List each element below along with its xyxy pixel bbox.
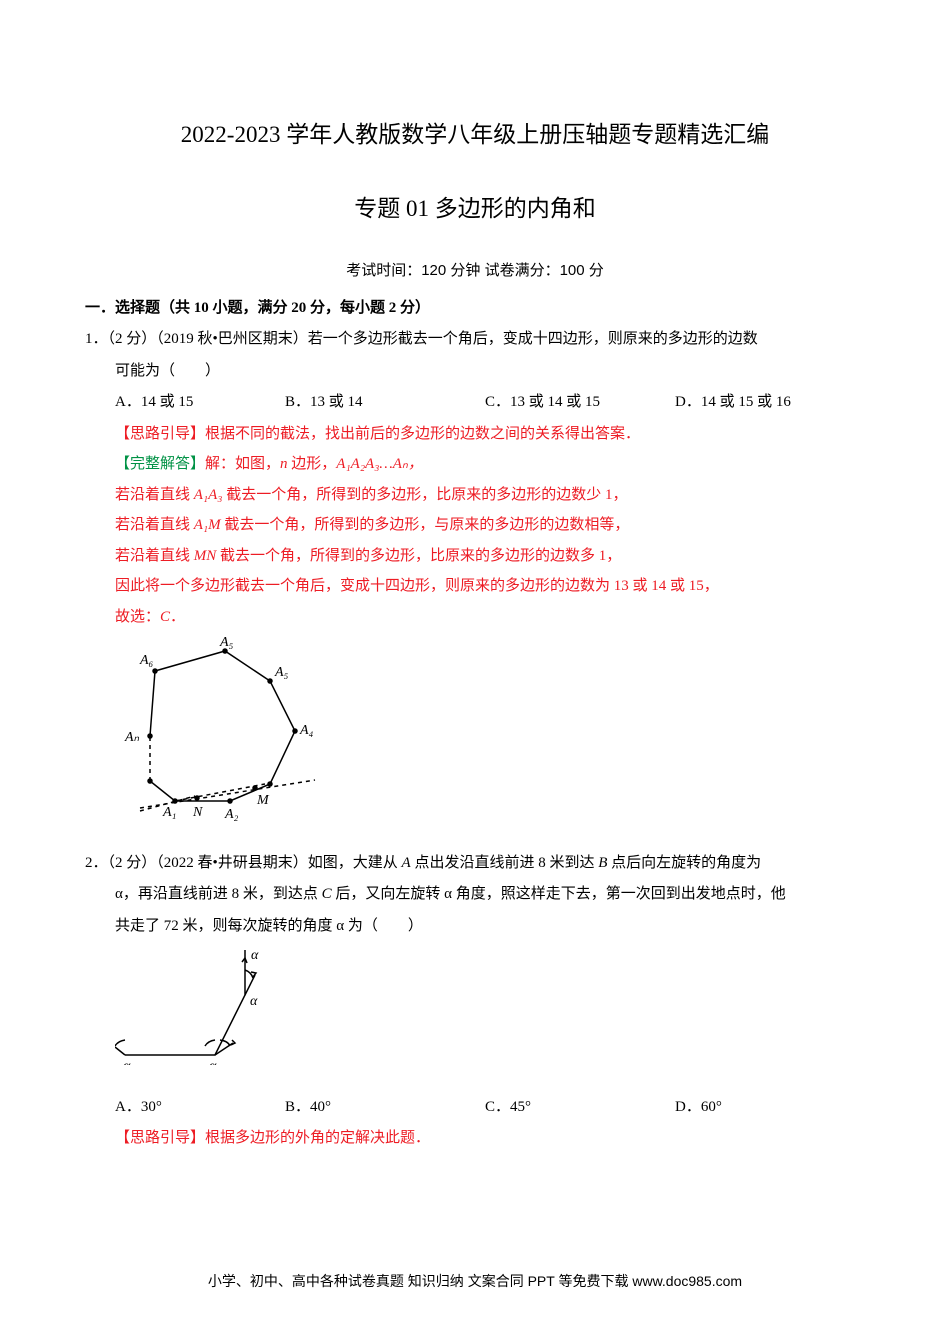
question-2: 2．（2 分）（2022 春•井研县期末）如图，大建从 A 点出发沿直线前进 8… — [85, 851, 865, 1152]
q1-answer: 故选：C． — [85, 605, 865, 631]
q1-number: 1． — [85, 331, 108, 347]
title-sub: 专题 01 多边形的内角和 — [85, 189, 865, 228]
q2-stem-d: α，再沿直线前进 8 米，到达点 — [115, 886, 322, 902]
q1-hint: 【思路引导】根据不同的截法，找出前后的多边形的边数之间的关系得出答案． — [85, 422, 865, 448]
label-a4: A₄ — [299, 723, 314, 738]
label-a1: A₁ — [162, 805, 176, 820]
question-1: 1．（2 分）（2019 秋•巴州区期末）若一个多边形截去一个角后，变成十四边形… — [85, 327, 865, 831]
q1-sol-n: n — [280, 456, 288, 472]
path-diagram: α α α α — [115, 945, 310, 1065]
q2-stem-e: 后，又向左旋转 α 角度，照这样走下去，第一次回到出发地点时，他 — [332, 886, 786, 902]
q1-line2b: A₁M — [194, 517, 221, 533]
q1-sol-line4: 若沿着直线 MN 截去一个角，所得到的多边形，比原来的多边形的边数多 1， — [85, 544, 865, 570]
q1-opt-d: D．14 或 15 或 16 — [675, 390, 791, 416]
q1-line1b: A₁A₃ — [194, 487, 223, 503]
polygon-diagram: A₆ A₅ A₅ A₄ Aₙ A₁ N A₂ M — [115, 636, 325, 821]
q1-opt-a: A．14 或 15 — [115, 390, 285, 416]
q1-line3a: 若沿着直线 — [115, 548, 194, 564]
q1-sol-label: 【完整解答】 — [115, 456, 205, 472]
q1-sol-line2: 若沿着直线 A₁A₃ 截去一个角，所得到的多边形，比原来的多边形的边数少 1， — [85, 483, 865, 509]
label-n: N — [192, 805, 203, 820]
q1-solution-line1: 【完整解答】解：如图，n 边形，A₁A₂A₃…Aₙ， — [85, 452, 865, 478]
q1-sol-text2: 边形， — [288, 456, 337, 472]
exam-info: 考试时间：120 分钟 试卷满分：100 分 — [85, 258, 865, 284]
q2-stem-line1: 2．（2 分）（2022 春•井研县期末）如图，大建从 A 点出发沿直线前进 8… — [85, 851, 865, 877]
q2-stem-line2: α，再沿直线前进 8 米，到达点 C 后，又向左旋转 α 角度，照这样走下去，第… — [85, 882, 865, 908]
q1-line3c: 截去一个角，所得到的多边形，比原来的多边形的边数多 1， — [216, 548, 621, 564]
q2-A: A — [402, 855, 411, 871]
q2-hint-label: 【思路引导】 — [115, 1130, 205, 1146]
q2-stem-line3: 共走了 72 米，则每次旋转的角度 α 为（ ） — [85, 914, 865, 940]
q2-B: B — [598, 855, 607, 871]
label-a5b: A₅ — [274, 665, 289, 680]
alpha4: α — [123, 1059, 131, 1065]
q2-stem-c: 点后向左旋转的角度为 — [607, 855, 761, 871]
q1-sol-line5: 因此将一个多边形截去一个角后，变成十四边形，则原来的多边形的边数为 13 或 1… — [85, 574, 865, 600]
q1-sol-text: 解：如图， — [205, 456, 280, 472]
q1-options: A．14 或 15 B．13 或 14 C．13 或 14 或 15 D．14 … — [85, 390, 865, 416]
q1-figure: A₆ A₅ A₅ A₄ Aₙ A₁ N A₂ M — [85, 636, 865, 831]
q2-hint: 【思路引导】根据多边形的外角的定解决此题． — [85, 1126, 865, 1152]
q1-hint-label: 【思路引导】 — [115, 426, 205, 442]
alpha2: α — [250, 994, 258, 1009]
label-an: Aₙ — [124, 730, 140, 745]
alpha1: α — [251, 948, 259, 963]
label-a5a: A₅ — [219, 636, 234, 650]
q1-line1a: 若沿着直线 — [115, 487, 194, 503]
section-header: 一．选择题（共 10 小题，满分 20 分，每小题 2 分） — [85, 296, 865, 322]
label-a2: A₂ — [224, 807, 239, 821]
q1-line2a: 若沿着直线 — [115, 517, 194, 533]
q2-figure: α α α α — [85, 945, 865, 1075]
q2-stem-a: （2 分）（2022 春•井研县期末）如图，大建从 — [108, 855, 402, 871]
q2-C: C — [322, 886, 332, 902]
q1-line2c: 截去一个角，所得到的多边形，与原来的多边形的边数相等， — [221, 517, 630, 533]
q2-opt-c: C．45° — [485, 1095, 675, 1121]
q2-opt-b: B．40° — [285, 1095, 485, 1121]
q1-stem-a: （2 分）（2019 秋•巴州区期末）若一个多边形截去一个角后，变成十四边形，则… — [108, 331, 758, 347]
q1-sol-line3: 若沿着直线 A₁M 截去一个角，所得到的多边形，与原来的多边形的边数相等， — [85, 513, 865, 539]
q2-number: 2． — [85, 855, 108, 871]
q1-answer-c: ． — [170, 609, 185, 625]
q1-opt-c: C．13 或 14 或 15 — [485, 390, 675, 416]
q1-sol-a1: A₁A₂A₃…Aₙ， — [336, 456, 423, 472]
q1-answer-b: C — [160, 609, 170, 625]
q2-stem-b: 点出发沿直线前进 8 米到达 — [411, 855, 599, 871]
q1-stem-line2: 可能为（ ） — [85, 359, 865, 385]
q1-stem-line1: 1．（2 分）（2019 秋•巴州区期末）若一个多边形截去一个角后，变成十四边形… — [85, 327, 865, 353]
q1-line1c: 截去一个角，所得到的多边形，比原来的多边形的边数少 1， — [223, 487, 628, 503]
footer: 小学、初中、高中各种试卷真题 知识归纳 文案合同 PPT 等免费下载 www.d… — [85, 1270, 865, 1294]
q2-opt-d: D．60° — [675, 1095, 722, 1121]
q2-opt-a: A．30° — [115, 1095, 285, 1121]
alpha3: α — [209, 1059, 217, 1065]
q1-line3b: MN — [194, 548, 217, 564]
q2-options: A．30° B．40° C．45° D．60° — [85, 1095, 865, 1121]
label-a6: A₆ — [139, 653, 154, 668]
q1-hint-text: 根据不同的截法，找出前后的多边形的边数之间的关系得出答案． — [205, 426, 640, 442]
q1-opt-b: B．13 或 14 — [285, 390, 485, 416]
title-main: 2022-2023 学年人教版数学八年级上册压轴题专题精选汇编 — [85, 115, 865, 154]
q1-answer-a: 故选： — [115, 609, 160, 625]
q2-hint-text: 根据多边形的外角的定解决此题． — [205, 1130, 430, 1146]
label-m: M — [256, 793, 270, 808]
